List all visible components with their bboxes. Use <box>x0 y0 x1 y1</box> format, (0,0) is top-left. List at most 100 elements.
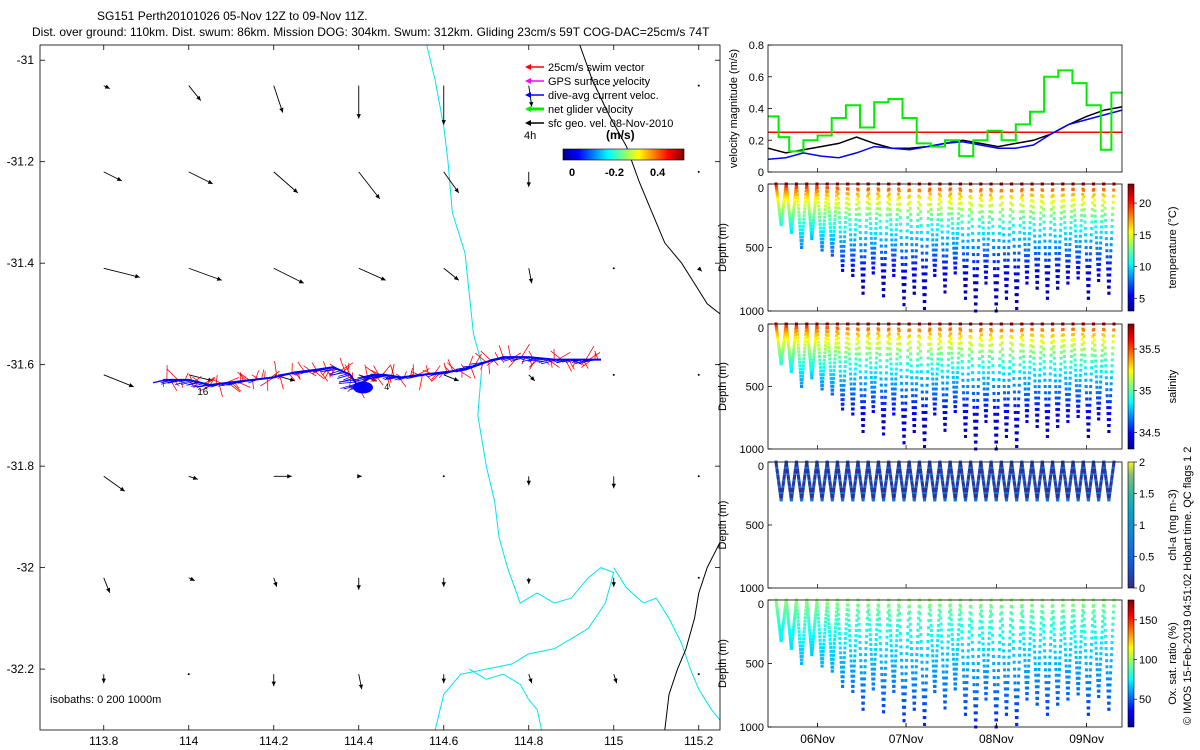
section-sample <box>918 189 922 193</box>
section-sample <box>1043 246 1047 249</box>
section-sample <box>811 224 815 228</box>
section-sample <box>1087 290 1091 294</box>
section-sample <box>856 462 860 466</box>
section-sample <box>883 489 887 493</box>
section-sample <box>870 256 874 260</box>
section-sample <box>881 414 885 418</box>
section-sample <box>935 644 939 648</box>
section-sample <box>925 674 929 678</box>
section-sample <box>858 224 862 228</box>
section-sample <box>977 471 981 474</box>
section-sample <box>961 479 965 483</box>
section-sample <box>928 337 932 341</box>
section-sample <box>1079 363 1083 367</box>
section-sample <box>822 481 826 485</box>
section-sample <box>868 628 872 632</box>
section-sample <box>832 649 836 653</box>
section-sample <box>813 343 817 347</box>
current-vector <box>354 376 370 381</box>
section-sample <box>888 466 892 470</box>
section-sample <box>927 619 931 623</box>
section-sample <box>920 477 924 481</box>
section-sample <box>982 387 986 391</box>
section-sample <box>940 479 944 483</box>
section-sample <box>895 477 899 481</box>
geo-velocity-arrow <box>103 374 134 388</box>
section-sample <box>785 185 789 189</box>
section-sample <box>856 328 860 332</box>
section-sample <box>991 238 995 242</box>
section-sample <box>814 334 818 338</box>
section-sample <box>1076 498 1080 502</box>
section-sample <box>875 468 879 472</box>
section-sample <box>943 422 947 426</box>
section-sample <box>866 194 870 198</box>
section-sample <box>959 466 963 470</box>
section-sample <box>1074 384 1078 388</box>
isobath-200m-line-south <box>613 567 720 721</box>
section-sample <box>1028 477 1032 481</box>
section-sample <box>863 481 867 485</box>
section-sample <box>1099 230 1103 234</box>
section-sample <box>905 381 909 385</box>
section-sample <box>881 691 885 695</box>
section-sample <box>1062 199 1066 203</box>
section-sample <box>917 610 921 614</box>
section-sample <box>889 228 893 232</box>
section-sample <box>1046 290 1050 294</box>
section-sample <box>968 341 972 345</box>
section-sample <box>1032 477 1036 481</box>
section-sample <box>1047 271 1051 275</box>
section-sample <box>956 633 960 637</box>
depth-tick-label: 0 <box>758 461 764 473</box>
section-sample <box>790 496 794 500</box>
section-sample <box>893 674 897 678</box>
section-sample <box>1084 481 1088 485</box>
section-sample <box>818 215 822 219</box>
section-sample <box>884 389 888 393</box>
section-sample <box>826 468 830 472</box>
section-sample <box>855 471 859 474</box>
section-sample <box>847 337 851 341</box>
section-sample <box>1106 267 1110 271</box>
section-sample <box>1013 258 1017 262</box>
section-sample <box>838 477 842 481</box>
section-sample <box>918 336 922 340</box>
section-sample <box>870 246 874 250</box>
section-sample <box>1039 339 1043 343</box>
section-sample <box>995 295 999 299</box>
section-sample <box>802 210 806 214</box>
section-sample <box>983 259 987 263</box>
section-sample <box>891 489 895 493</box>
section-sample <box>890 233 894 237</box>
section-sample <box>916 622 920 626</box>
section-sample <box>821 657 825 661</box>
section-sample <box>870 395 874 399</box>
section-sample <box>835 194 839 198</box>
section-sample <box>934 659 938 663</box>
section-sample <box>802 637 806 641</box>
section-sample <box>847 212 851 216</box>
section-sample <box>1093 348 1097 352</box>
section-sample <box>842 383 846 387</box>
section-sample <box>1080 203 1084 207</box>
swim-vector <box>498 345 504 358</box>
section-sample <box>867 613 871 617</box>
section-sample <box>921 417 925 421</box>
section-sample <box>913 492 917 495</box>
section-sample <box>810 231 814 235</box>
section-sample <box>1043 479 1047 483</box>
section-sample <box>1067 259 1071 263</box>
section-sample <box>827 477 831 481</box>
section-sample <box>810 376 814 380</box>
section-sample <box>1080 468 1084 472</box>
section-sample <box>874 231 878 235</box>
section-sample <box>1017 483 1021 487</box>
section-sample <box>792 209 796 213</box>
section-sample <box>795 329 799 333</box>
section-sample <box>994 302 998 306</box>
section-sample <box>905 645 909 649</box>
section-sample <box>787 625 791 629</box>
section-sample <box>802 633 806 637</box>
section-sample <box>816 605 820 609</box>
